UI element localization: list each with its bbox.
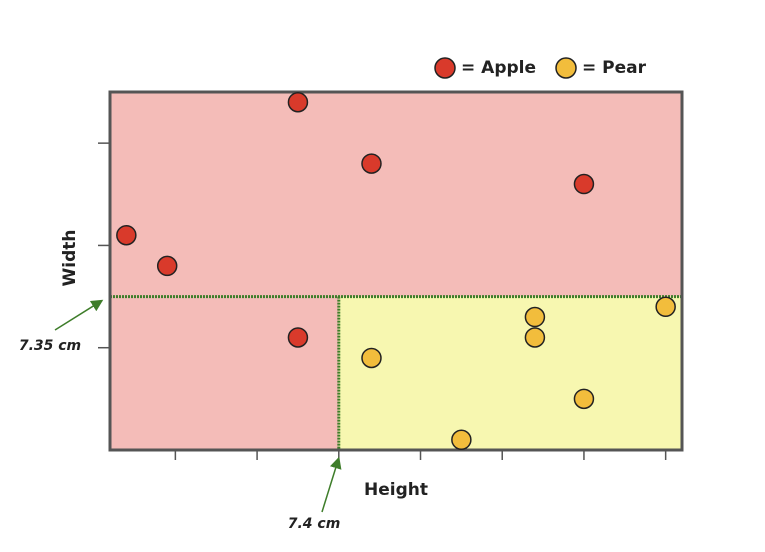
- point: [361, 153, 382, 174]
- point: [287, 327, 309, 348]
- annotation: 7.35 cm: [19, 338, 81, 354]
- point: [156, 255, 178, 277]
- point: [524, 306, 546, 328]
- y-axis-label: Width: [60, 230, 80, 287]
- point: [655, 296, 676, 318]
- point: [451, 429, 472, 451]
- legend-label: = Apple: [461, 58, 536, 78]
- annotation: 7.4 cm: [288, 516, 341, 532]
- point: [361, 347, 382, 369]
- point: [573, 173, 595, 195]
- point: [116, 224, 137, 246]
- legend-marker: [434, 57, 456, 79]
- annotation-arrow: [321, 456, 342, 513]
- point: [524, 327, 546, 348]
- point: [573, 388, 595, 410]
- point: [287, 91, 309, 113]
- x-axis-label: Height: [364, 480, 428, 500]
- legend-label: = Pear: [582, 58, 647, 78]
- pear-region: [338, 296, 682, 450]
- plot-frame: [108, 90, 684, 452]
- annotation-arrow: [54, 299, 104, 331]
- legend-marker: [555, 57, 577, 79]
